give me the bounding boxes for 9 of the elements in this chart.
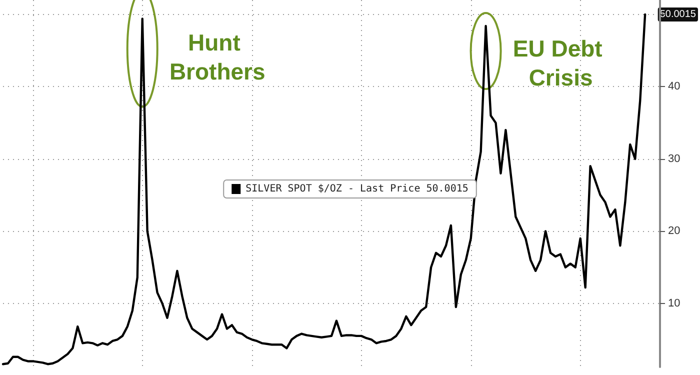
- y-tick-label: 20: [668, 225, 680, 238]
- y-tick-label: 40: [668, 80, 680, 93]
- legend-label: SILVER SPOT $/OZ - Last Price 50.0015: [246, 184, 468, 194]
- annotation: Hunt Brothers: [169, 30, 266, 84]
- line-series: [2, 13, 646, 366]
- y-tick-label: 30: [668, 152, 680, 165]
- y-tick-label: 10: [668, 297, 680, 310]
- annotation: 50.0015: [660, 8, 696, 20]
- annotation: EU Debt Crisis: [512, 36, 609, 90]
